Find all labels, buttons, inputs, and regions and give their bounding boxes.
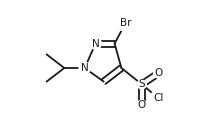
Text: N: N <box>81 63 88 73</box>
Circle shape <box>90 38 101 49</box>
Text: O: O <box>154 68 162 78</box>
Circle shape <box>79 62 90 74</box>
Circle shape <box>137 100 146 109</box>
Text: Br: Br <box>120 18 131 28</box>
Text: O: O <box>138 100 146 110</box>
Circle shape <box>117 15 134 31</box>
Circle shape <box>154 69 163 78</box>
Text: S: S <box>139 79 145 89</box>
Text: N: N <box>92 38 99 49</box>
Circle shape <box>137 80 146 89</box>
Text: Cl: Cl <box>153 93 163 103</box>
Circle shape <box>151 90 166 105</box>
